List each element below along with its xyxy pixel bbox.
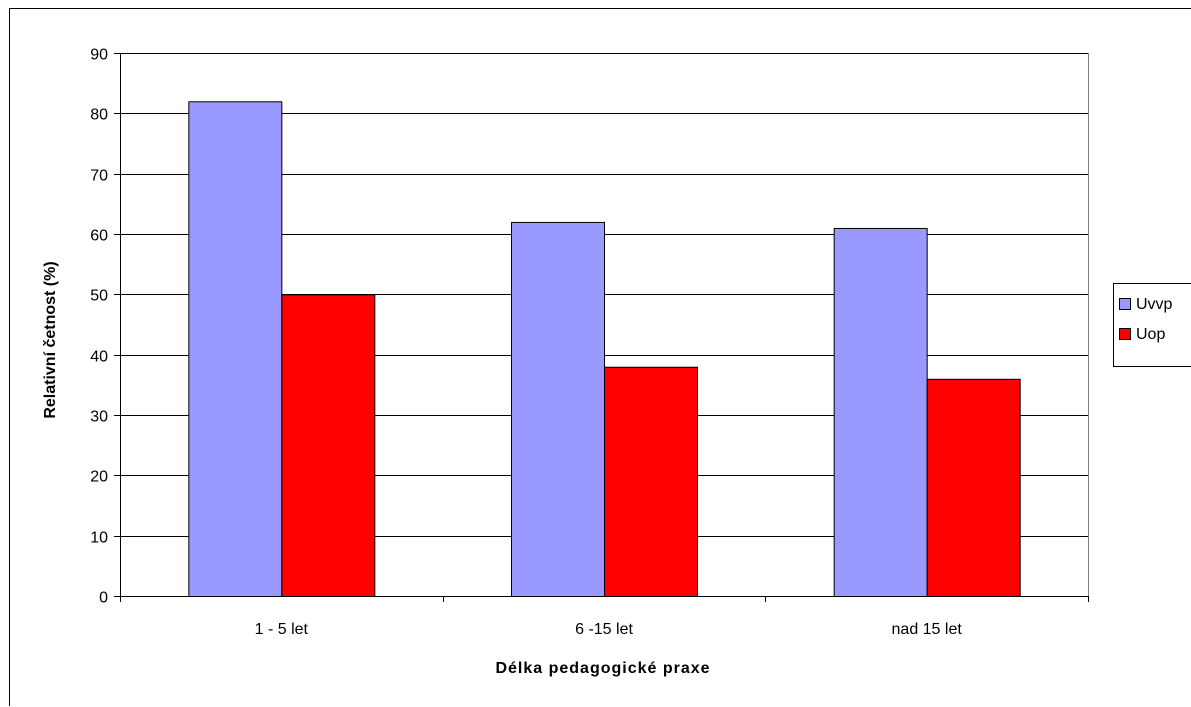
legend: Uvvp Uop	[1114, 284, 1191, 367]
y-tick-label: 80	[90, 107, 108, 124]
x-tick-label: nad 15 let	[892, 621, 963, 638]
bar-uvvp-0	[189, 102, 282, 597]
y-tick-label: 30	[90, 409, 108, 426]
legend-swatch-uvvp	[1120, 299, 1131, 310]
legend-swatch-uop	[1120, 329, 1131, 340]
y-axis-title: Relativní četnost (%)	[42, 261, 59, 418]
x-axis-title: Délka pedagogické praxe	[495, 660, 710, 677]
y-tick-label: 60	[90, 228, 108, 245]
y-tick-label: 0	[99, 590, 108, 607]
y-tick-label: 20	[90, 469, 108, 486]
bar-uop-2	[927, 379, 1020, 596]
y-tick-label: 40	[90, 349, 108, 366]
legend-label-uvvp: Uvvp	[1136, 296, 1173, 313]
bars	[189, 102, 1020, 597]
bar-uvvp-1	[512, 222, 605, 596]
y-axis-ticks: 0 10 20 30 40 50 60 70 80 90	[90, 47, 120, 607]
legend-label-uop: Uop	[1136, 326, 1165, 343]
y-tick-label: 70	[90, 168, 108, 185]
bar-chart: 0 10 20 30 40 50 60 70 80 90 1 - 5 let 6 -15 let na…	[10, 9, 1191, 707]
chart-frame: 0 10 20 30 40 50 60 70 80 90 1 - 5 let 6 -15 let na…	[9, 8, 1191, 706]
bar-uvvp-2	[834, 228, 927, 596]
x-axis-ticks: 1 - 5 let 6 -15 let nad 15 let	[255, 621, 963, 638]
x-tick-label: 1 - 5 let	[255, 621, 309, 638]
bar-uop-1	[605, 367, 698, 596]
bar-uop-0	[282, 295, 375, 597]
y-tick-label: 50	[90, 288, 108, 305]
y-tick-label: 10	[90, 530, 108, 547]
x-tick-label: 6 -15 let	[575, 621, 633, 638]
y-tick-label: 90	[90, 47, 108, 64]
